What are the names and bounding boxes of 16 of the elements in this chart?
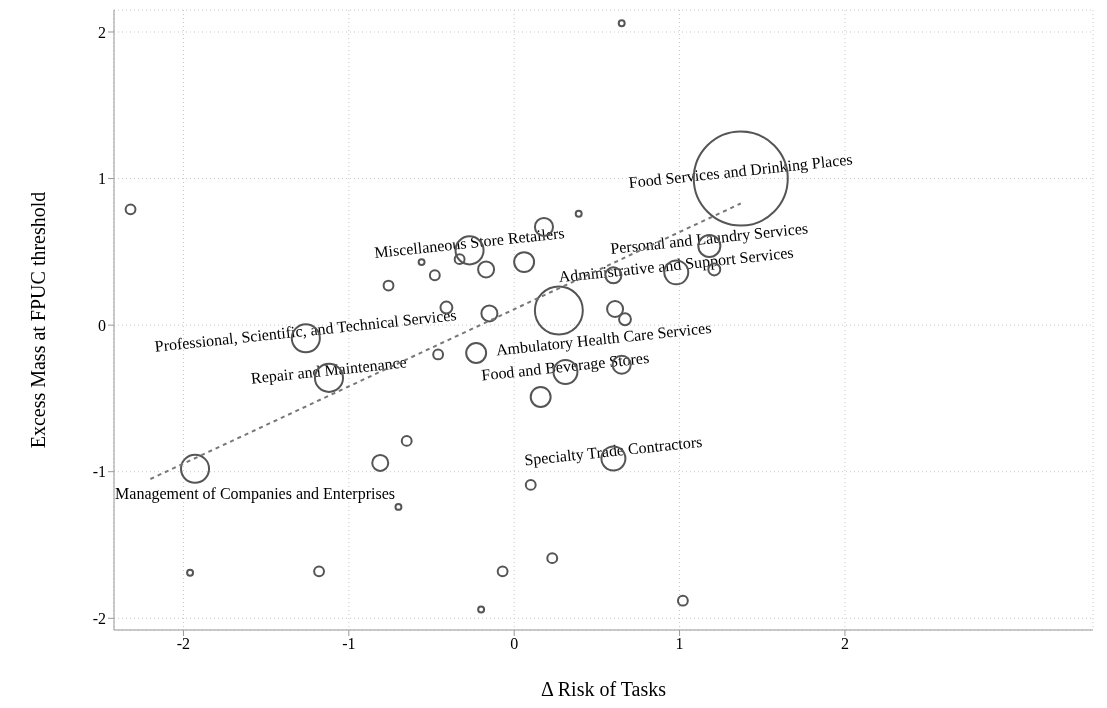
x-tick-label: -2	[176, 635, 191, 653]
y-axis-title: Excess Mass at FPUC threshold	[27, 191, 50, 449]
x-axis-title: Δ Risk of Tasks	[541, 678, 667, 700]
y-tick-label: -2	[92, 609, 106, 627]
y-tick-label: -1	[92, 463, 106, 481]
y-tick-label: 1	[98, 170, 106, 188]
y-tick-label: 0	[98, 316, 106, 334]
x-tick-label: 1	[675, 635, 684, 653]
annotation: Management of Companies and Enterprises	[115, 485, 395, 504]
annotation: Repair and Maintenance	[250, 353, 408, 388]
x-tick-label: -1	[342, 635, 356, 653]
annotation: Food Services and Drinking Places	[627, 150, 854, 192]
x-tick-label: 0	[510, 635, 519, 653]
annotation: Professional, Scientific, and Technical Services	[153, 306, 458, 355]
x-tick-label: 2	[840, 635, 849, 653]
y-tick-label: 2	[98, 23, 106, 41]
